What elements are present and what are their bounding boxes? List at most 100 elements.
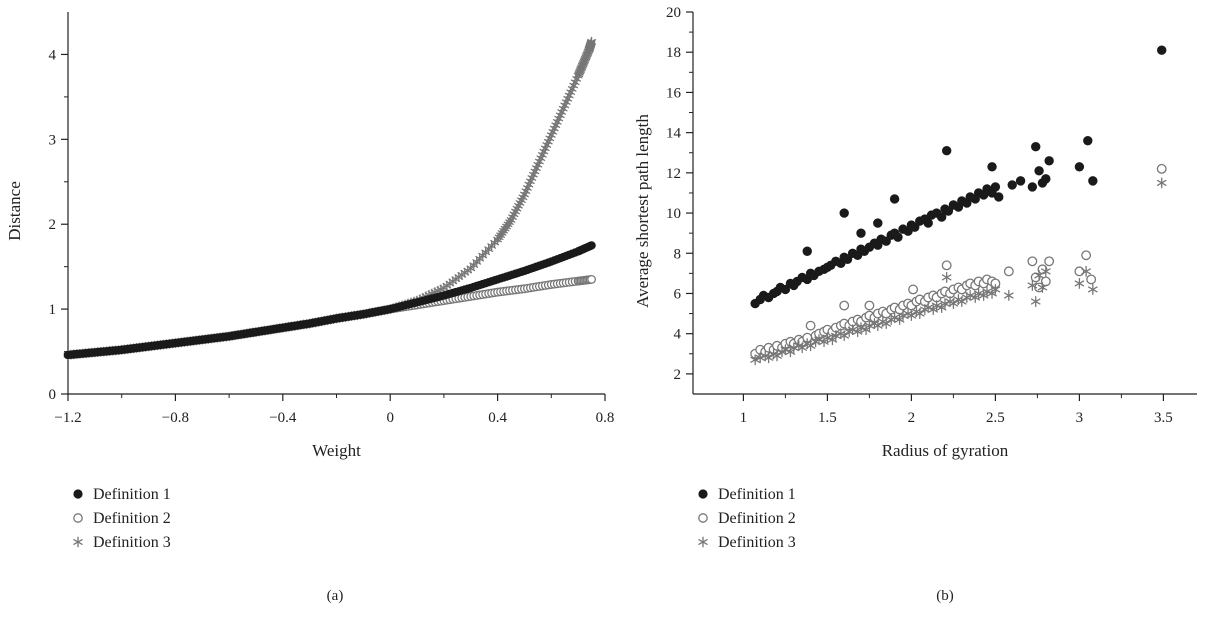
- data-point: [914, 308, 925, 320]
- data-point: [923, 218, 933, 228]
- series-1: [750, 45, 1167, 309]
- data-point: [943, 206, 954, 216]
- panel-b-ticks: 1 1.5 2 2.5 3 3.5 2 4 6 8 10 12 14 16 18 20: [666, 5, 1173, 426]
- y-tick-label: 3: [49, 132, 57, 148]
- data-point: [755, 352, 766, 364]
- data-point: [1088, 284, 1098, 295]
- data-point: [1157, 45, 1167, 55]
- x-tick-label: 1.5: [818, 410, 837, 426]
- y-tick-label: 8: [674, 246, 682, 262]
- data-point: [1040, 265, 1051, 277]
- x-tick-label: 0: [386, 410, 394, 426]
- legend-item: Definition 2: [698, 510, 796, 527]
- data-point: [1074, 266, 1085, 277]
- data-point: [973, 288, 984, 299]
- legend-label: Definition 1: [718, 486, 796, 503]
- x-tick-label: 1: [740, 410, 748, 426]
- legend-marker: [698, 513, 708, 523]
- x-tick-label: 2: [908, 410, 916, 426]
- legend-label: Definition 2: [718, 510, 796, 527]
- series-2: [750, 163, 1167, 359]
- x-tick-label: 0.4: [488, 410, 507, 426]
- y-tick-label: 6: [674, 286, 682, 302]
- data-point: [864, 300, 875, 311]
- y-tick-label: 20: [666, 5, 681, 21]
- data-point: [802, 246, 812, 256]
- data-point: [1074, 277, 1085, 289]
- panel-a-y-axis-title: Distance: [5, 181, 24, 240]
- series-3: [750, 177, 1167, 366]
- data-point: [956, 296, 967, 307]
- y-tick-label: 4: [49, 47, 57, 63]
- data-point: [805, 340, 816, 352]
- data-point: [839, 300, 850, 311]
- data-point: [856, 228, 866, 238]
- x-tick-label: 3: [1076, 410, 1084, 426]
- legend-label: Definition 2: [93, 510, 171, 527]
- data-point: [910, 222, 920, 232]
- x-tick-label: −0.8: [162, 410, 189, 426]
- legend-label: Definition 3: [718, 534, 796, 551]
- legend-label: Definition 3: [93, 534, 171, 551]
- data-point: [1081, 265, 1091, 277]
- data-point: [1027, 279, 1038, 291]
- y-tick-label: 1: [49, 302, 57, 318]
- data-point: [1004, 290, 1014, 301]
- y-tick-label: 2: [49, 217, 57, 233]
- data-point: [839, 330, 850, 342]
- data-point: [872, 320, 883, 332]
- legend-marker: [73, 489, 83, 499]
- legend-marker: [73, 536, 83, 548]
- data-point: [750, 354, 760, 366]
- data-point: [864, 320, 875, 332]
- panel-b-x-axis-title: Radius of gyration: [882, 441, 1009, 460]
- data-point: [941, 146, 952, 156]
- legend-item: Definition 1: [73, 486, 171, 503]
- series-1: [63, 241, 596, 360]
- data-point: [587, 241, 596, 250]
- panel-a-legend: Definition 1 Definition 2 Definition 3: [73, 486, 171, 551]
- panel-b-y-axis-title: Average shortest path length: [633, 114, 652, 308]
- panel-a-ticks: −1.2 −0.8 −0.4 0 0.4 0.8 0 1 2 3 4: [49, 47, 615, 426]
- panel-a-x-axis-title: Weight: [312, 441, 361, 460]
- series-3: [63, 36, 596, 360]
- data-point: [1027, 182, 1038, 192]
- data-point: [881, 318, 892, 330]
- data-point: [1037, 281, 1048, 293]
- legend-label: Definition 1: [93, 486, 171, 503]
- panel-b-legend: Definition 1 Definition 2 Definition 3: [698, 486, 796, 551]
- data-point: [906, 310, 917, 322]
- data-point: [982, 286, 992, 297]
- panel-b-label: (b): [936, 588, 954, 604]
- panel-a-data-marks: [63, 36, 597, 360]
- x-tick-label: 2.5: [986, 410, 1005, 426]
- data-point: [1088, 176, 1098, 186]
- x-tick-label: 3.5: [1154, 410, 1173, 426]
- legend-marker: [698, 536, 708, 548]
- panel-b-chart: 1 1.5 2 2.5 3 3.5 2 4 6 8 10 12 14 16 18 20 Radius of g…: [633, 5, 1197, 604]
- data-point: [847, 324, 858, 336]
- data-point: [1034, 166, 1044, 176]
- panel-b-data-marks: [750, 45, 1167, 366]
- legend-item: Definition 1: [698, 486, 796, 503]
- y-tick-label: 0: [49, 387, 57, 403]
- y-tick-label: 10: [666, 206, 681, 222]
- data-point: [839, 208, 849, 218]
- data-point: [797, 342, 808, 354]
- y-tick-label: 12: [666, 166, 681, 182]
- data-point: [881, 236, 891, 246]
- data-point: [908, 284, 919, 295]
- data-point: [1031, 142, 1041, 152]
- data-point: [1044, 256, 1055, 267]
- data-point: [936, 212, 947, 222]
- legend-item: Definition 2: [73, 510, 171, 527]
- y-tick-label: 16: [666, 85, 682, 101]
- data-point: [772, 350, 782, 362]
- y-tick-label: 14: [666, 126, 682, 142]
- data-point: [1074, 162, 1085, 172]
- legend-item: Definition 3: [698, 534, 796, 551]
- data-point: [1027, 256, 1038, 267]
- y-tick-label: 4: [674, 327, 682, 343]
